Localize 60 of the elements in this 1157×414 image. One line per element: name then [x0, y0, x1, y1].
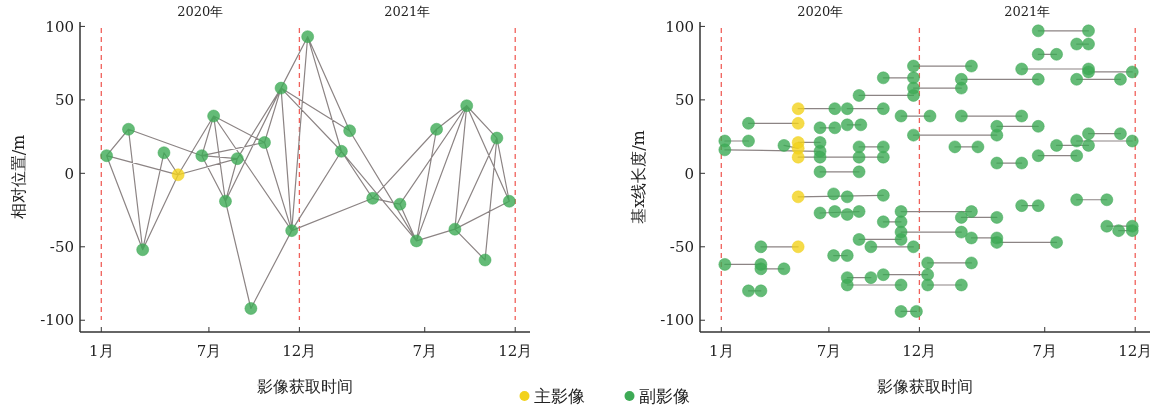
y-axis-title: 相对位置/m: [9, 134, 28, 220]
point: [257, 135, 271, 149]
y-tick-label: 50: [54, 91, 74, 110]
point: [121, 122, 135, 136]
point: [157, 146, 171, 160]
x-tick-label: 7月: [412, 342, 438, 360]
point: [195, 149, 209, 163]
x-axis-title: 影像获取时间: [877, 377, 973, 396]
point: [791, 190, 805, 204]
point: [490, 131, 504, 145]
point: [285, 224, 299, 238]
y-tick-label: 100: [45, 17, 74, 36]
x-tick-label: 7月: [816, 342, 842, 360]
point: [430, 122, 444, 136]
y-tick-label: 0: [684, 164, 694, 183]
point: [791, 150, 805, 164]
point: [460, 99, 474, 113]
x-tick-label: 1月: [89, 342, 114, 360]
point: [409, 234, 423, 248]
point: [244, 301, 258, 315]
point: [207, 109, 221, 123]
y-tick-label: 100: [665, 17, 694, 36]
x-axis-title: 影像获取时间: [257, 377, 353, 396]
point: [301, 30, 315, 44]
point: [791, 102, 805, 116]
y-tick-label: -50: [49, 238, 74, 257]
point: [274, 81, 288, 95]
text: 2021年: [1004, 4, 1051, 19]
point: [366, 191, 380, 205]
text: 2020年: [177, 4, 224, 19]
point: [218, 194, 232, 208]
point: [448, 222, 462, 236]
x-tick-label: 12月: [498, 342, 533, 360]
y-tick-label: -50: [669, 238, 694, 257]
text: 2020年: [797, 4, 844, 19]
point: [136, 243, 150, 257]
point: [100, 149, 114, 163]
text: 2021年: [384, 4, 431, 19]
x-tick-label: 7月: [196, 342, 222, 360]
point: [502, 194, 516, 208]
x-tick-label: 12月: [282, 342, 317, 360]
y-tick-label: -100: [660, 311, 694, 330]
point: [393, 197, 407, 211]
y-tick-label: 0: [64, 164, 74, 183]
x-tick-label: 12月: [1118, 342, 1153, 360]
point: [791, 240, 805, 254]
x-tick-label: 7月: [1032, 342, 1058, 360]
y-tick-label: -100: [40, 311, 74, 330]
x-tick-label: 12月: [902, 342, 937, 360]
y-tick-label: 50: [674, 91, 694, 110]
y-axis-title: 基x线长度/m: [629, 130, 648, 224]
point: [343, 124, 357, 138]
point: [334, 144, 348, 158]
point: [171, 168, 185, 182]
legend-label: 主影像: [533, 385, 585, 406]
x-tick-label: 1月: [709, 342, 734, 360]
legend-label: 副影像: [638, 385, 690, 406]
point: [791, 116, 805, 130]
point: [478, 253, 492, 267]
point: [230, 152, 244, 166]
